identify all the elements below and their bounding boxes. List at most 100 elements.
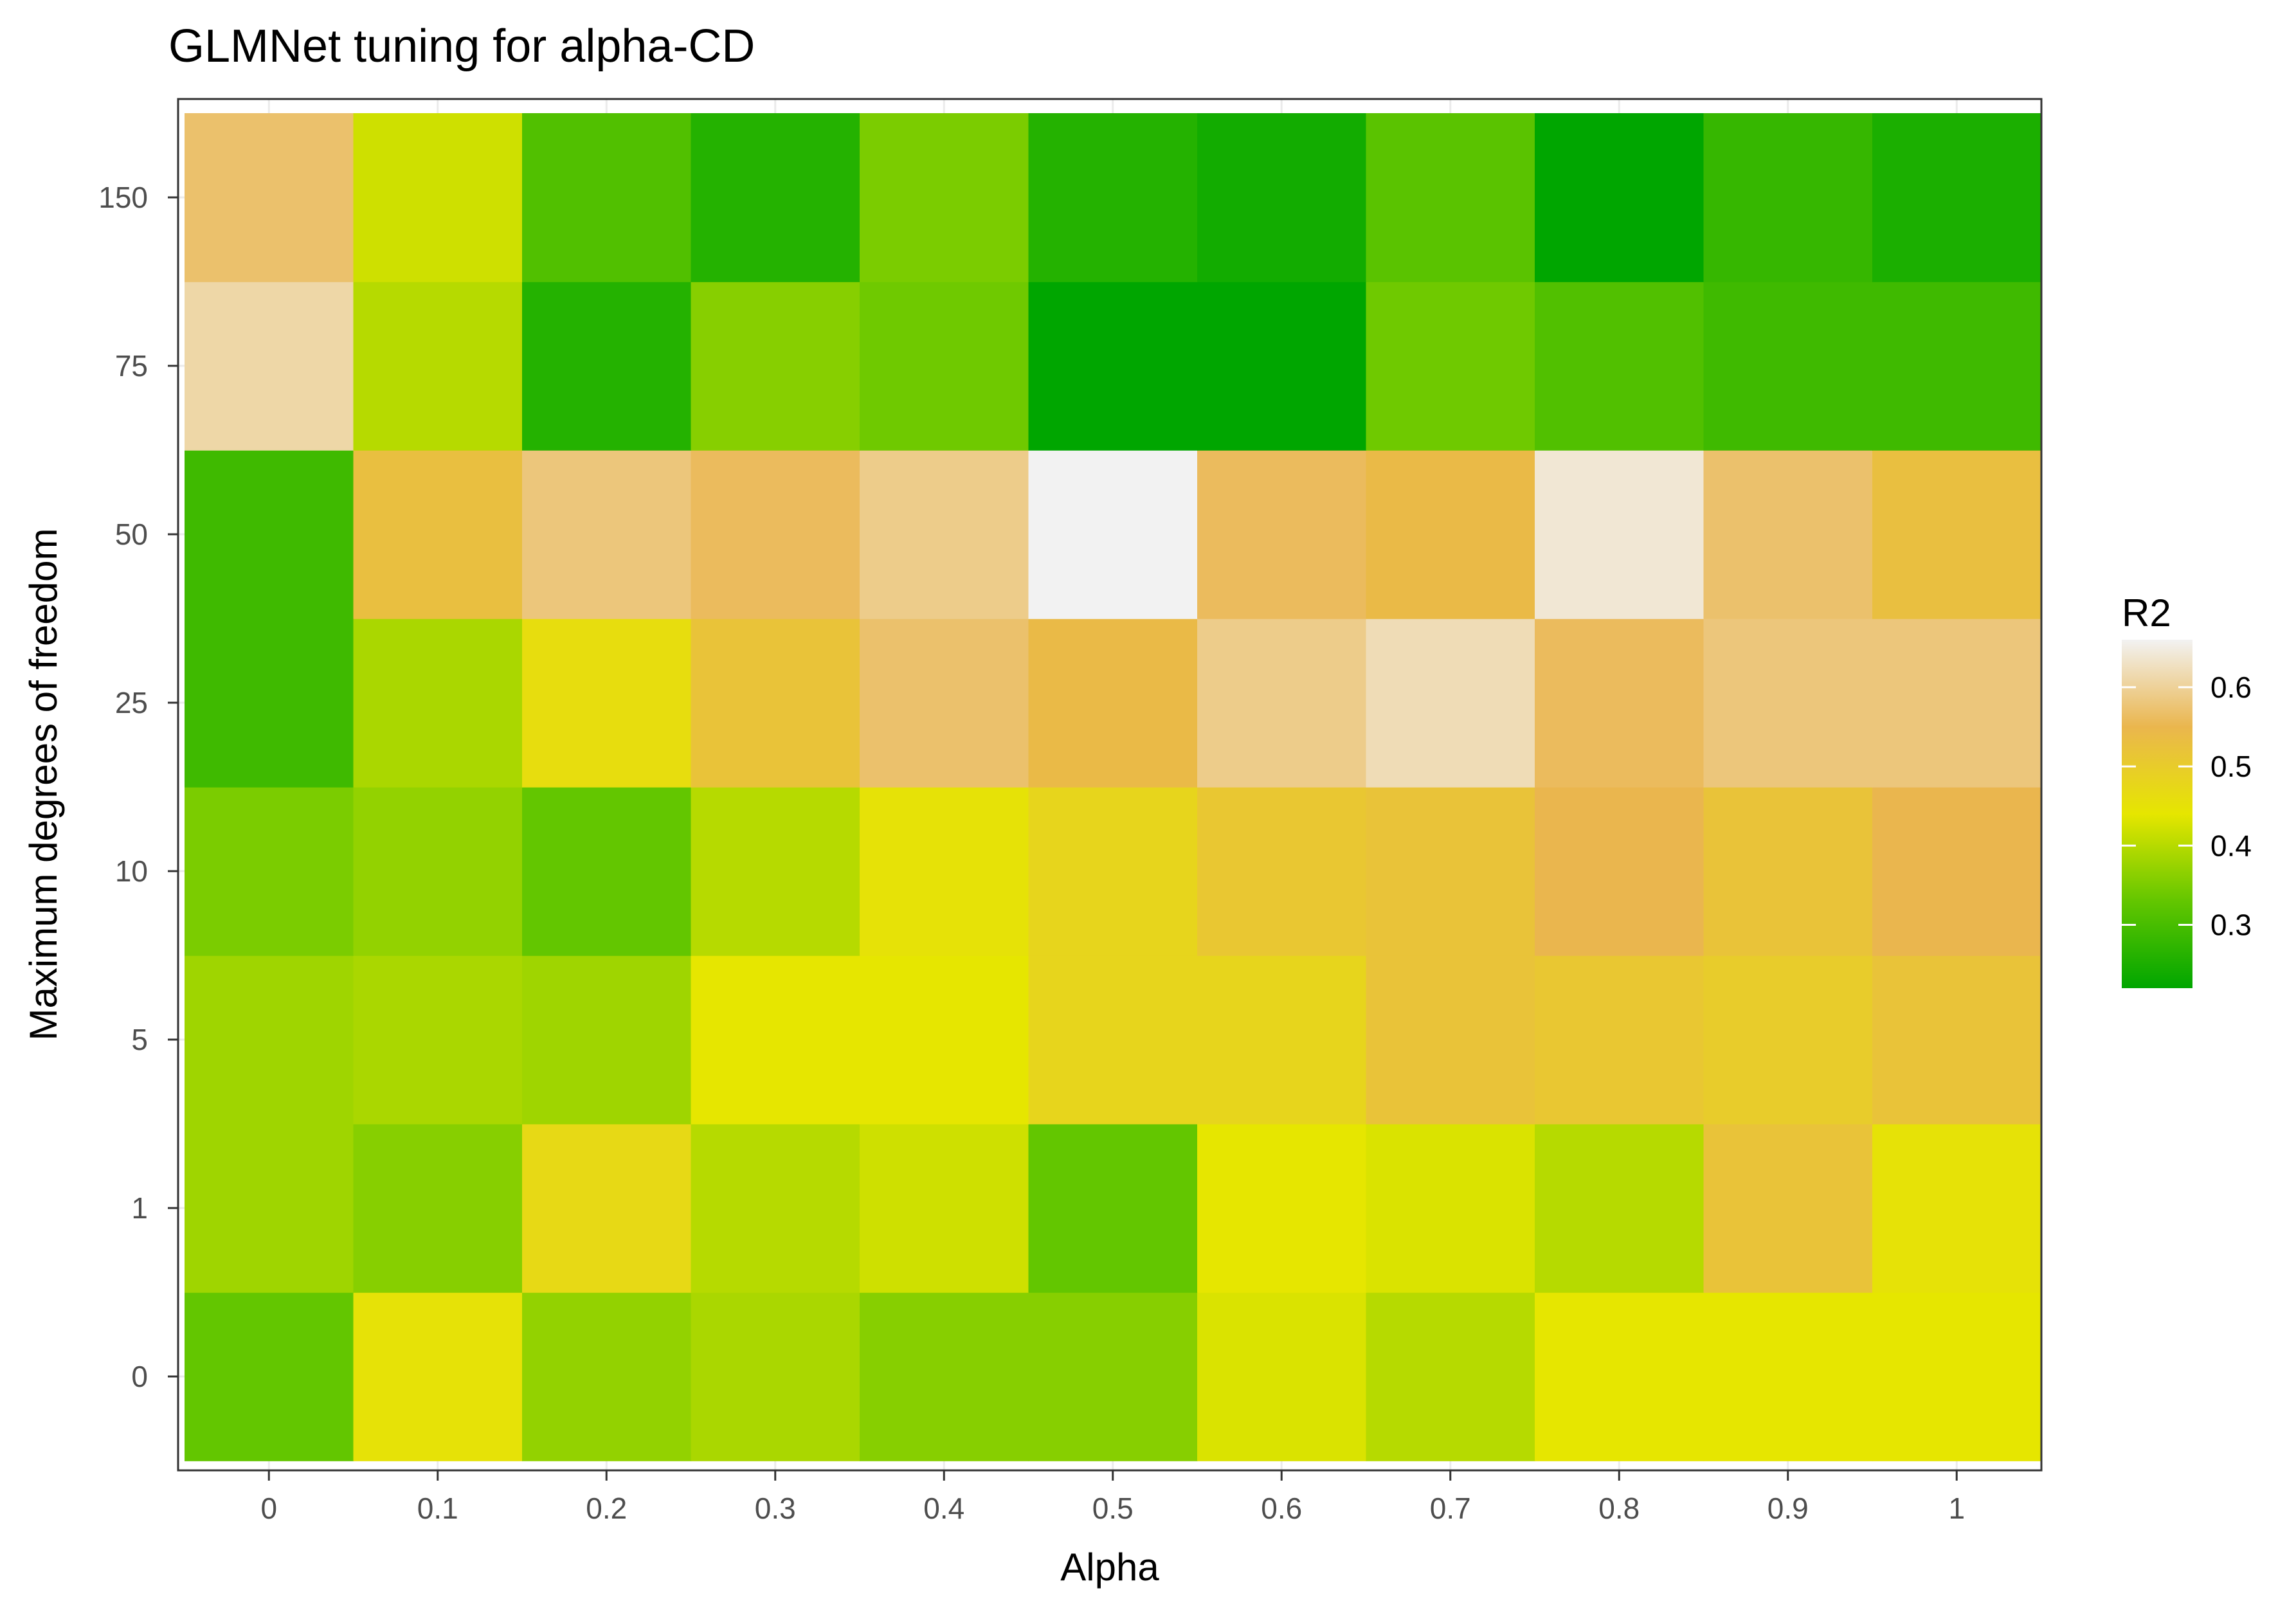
chart-title: GLMNet tuning for alpha-CD [168, 21, 755, 72]
heatmap-cell [691, 113, 860, 282]
y-tick-label: 150 [98, 181, 148, 214]
y-axis: 0 1 5 10 25 50 75 150 [98, 181, 178, 1393]
heatmap-cell [353, 450, 523, 619]
y-tick-label: 75 [115, 349, 148, 383]
heatmap-cell [1872, 113, 2042, 282]
y-tick-label: 1 [131, 1191, 148, 1225]
heatmap-cell [1703, 113, 1873, 282]
heatmap-cell [353, 1292, 523, 1461]
heatmap-cell [691, 1292, 860, 1461]
heatmap-cell [1535, 1292, 1704, 1461]
heatmap-cell [522, 113, 692, 282]
heatmap-cell [860, 955, 1029, 1124]
y-tick-label: 10 [115, 854, 148, 888]
heatmap-cell [1028, 450, 1198, 619]
heatmap-cell [1703, 787, 1873, 956]
x-tick-label: 0.9 [1767, 1492, 1809, 1525]
x-axis-label: Alpha [1060, 1546, 1159, 1589]
x-tick-label: 0.2 [586, 1492, 627, 1525]
heatmap-cell [860, 450, 1029, 619]
heatmap-cell [1366, 282, 1535, 451]
x-tick-label: 0.3 [755, 1492, 796, 1525]
heatmap-cell [1028, 1124, 1198, 1293]
heatmap-cell [860, 1124, 1029, 1293]
legend-tick-label: 0.4 [2210, 829, 2252, 862]
heatmap-cell [353, 282, 523, 451]
heatmap-cell [860, 1292, 1029, 1461]
plot-border [177, 98, 2043, 1472]
heatmap-cell [1872, 787, 2042, 956]
heatmap-cell [1028, 282, 1198, 451]
heatmap-cell [1535, 282, 1704, 451]
heatmap-cell [1872, 282, 2042, 451]
heatmap-cell [691, 955, 860, 1124]
heatmap-cell [1703, 450, 1873, 619]
heatmap-cell [1366, 113, 1535, 282]
heatmap-cell [1703, 955, 1873, 1124]
heatmap-cell [1535, 1124, 1704, 1293]
legend-tick-label: 0.3 [2210, 908, 2252, 941]
heatmap-cell [185, 1292, 354, 1461]
heatmap-cell [522, 282, 692, 451]
heatmap-cell [522, 787, 692, 956]
heatmap-cell [522, 1292, 692, 1461]
x-tick-label: 0.8 [1598, 1492, 1640, 1525]
heatmap-cell [353, 618, 523, 788]
y-axis-label: Maximum degrees of freedom [22, 528, 65, 1041]
heatmap-cell [1366, 618, 1535, 788]
heatmap-cell [860, 787, 1029, 956]
heatmap-cell [1872, 1124, 2042, 1293]
heatmap-cell [522, 450, 692, 619]
y-tick-label: 25 [115, 686, 148, 719]
heatmap-cell [1366, 1292, 1535, 1461]
x-tick-label: 0.5 [1092, 1492, 1134, 1525]
heatmap-cell [1028, 618, 1198, 788]
heatmap-cell [185, 113, 354, 282]
heatmap-cell [1028, 113, 1198, 282]
heatmap-cell [1197, 1292, 1367, 1461]
heatmap-cell [1872, 450, 2042, 619]
heatmap-cell [1197, 113, 1367, 282]
heatmap-cell [185, 282, 354, 451]
heatmap-cell [1197, 282, 1367, 451]
heatmap-cell [1872, 1292, 2042, 1461]
x-tick-label: 0 [260, 1492, 277, 1525]
legend-tick-label: 0.5 [2210, 750, 2252, 783]
heatmap-cell [1872, 618, 2042, 788]
heatmap-cell [1366, 450, 1535, 619]
heatmap-cell [353, 113, 523, 282]
heatmap-cell [1703, 1292, 1873, 1461]
x-tick-label: 0.4 [923, 1492, 964, 1525]
heatmap-cell [1197, 787, 1367, 956]
heatmap-cell [1535, 955, 1704, 1124]
heatmap-cell [522, 1124, 692, 1293]
x-tick-label: 0.7 [1430, 1492, 1471, 1525]
y-tick-label: 0 [131, 1360, 148, 1393]
x-tick-label: 0.6 [1261, 1492, 1302, 1525]
heatmap-cell [1028, 1292, 1198, 1461]
heatmap-cell [353, 1124, 523, 1293]
heatmap-cell [1197, 618, 1367, 788]
heatmap-cell [691, 282, 860, 451]
legend-ticks: 0.3 0.4 0.5 0.6 [2122, 671, 2252, 941]
x-tick-label: 1 [1948, 1492, 1965, 1525]
heatmap-cell [1366, 787, 1535, 956]
legend-colorbar [2122, 640, 2192, 988]
heatmap-cell [185, 450, 354, 619]
heatmap-cell [1366, 955, 1535, 1124]
y-tick-label: 50 [115, 518, 148, 551]
heatmap-cell [1028, 955, 1198, 1124]
legend-tick-label: 0.6 [2210, 671, 2252, 704]
heatmap-cell [691, 450, 860, 619]
heatmap-cell [691, 618, 860, 788]
heatmap-cell [691, 1124, 860, 1293]
heatmap-cell [1703, 618, 1873, 788]
heatmap-cell [860, 618, 1029, 788]
heatmap-cell [1028, 787, 1198, 956]
heatmap-cell [185, 618, 354, 788]
heatmap-cell [353, 955, 523, 1124]
heatmap-cell [1197, 955, 1367, 1124]
heatmap-cell [1703, 1124, 1873, 1293]
heatmap-cell [185, 1124, 354, 1293]
